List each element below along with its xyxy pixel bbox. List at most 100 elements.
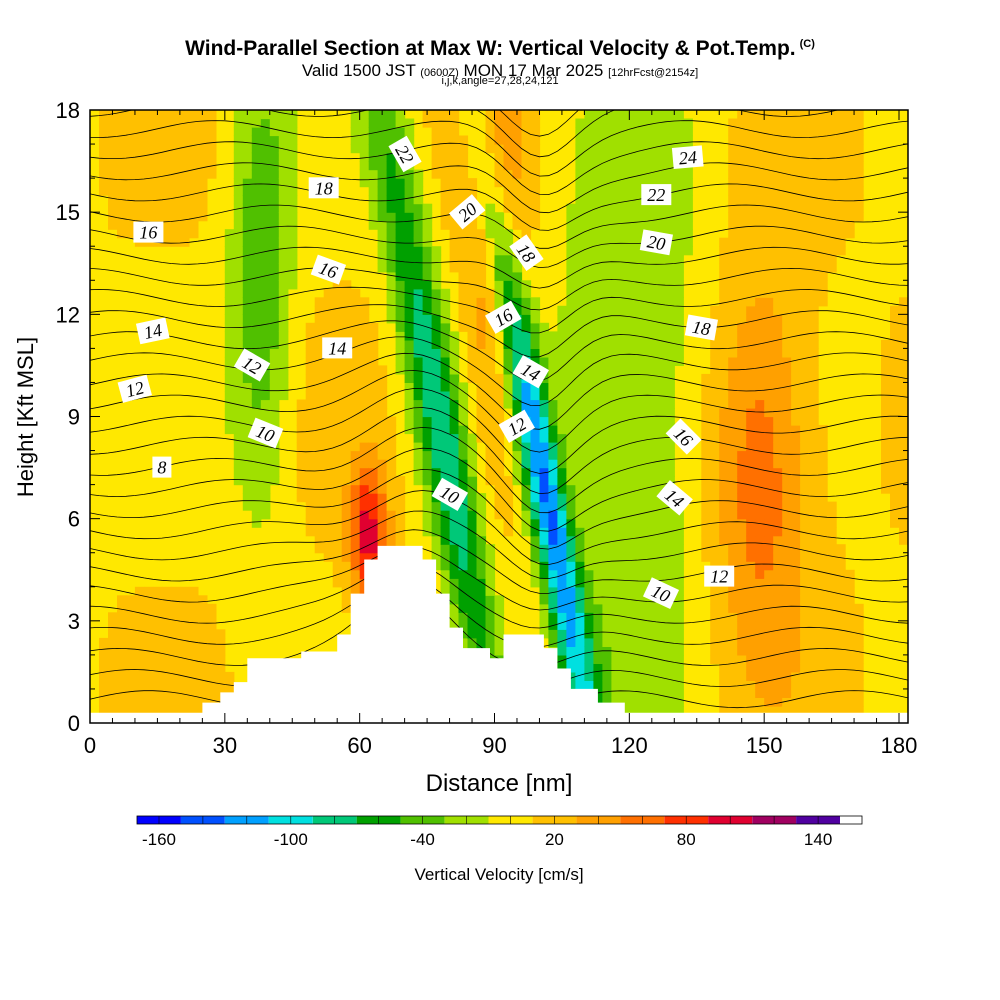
- w-cell: [197, 688, 208, 698]
- w-cell: [611, 118, 621, 128]
- w-cell: [791, 144, 801, 154]
- w-cell: [323, 544, 334, 554]
- w-cell: [251, 450, 262, 460]
- w-cell: [126, 654, 136, 664]
- w-cell: [395, 331, 406, 341]
- w-cell: [341, 433, 352, 443]
- w-cell: [377, 518, 388, 528]
- w-cell: [161, 688, 172, 698]
- w-cell: [638, 527, 648, 537]
- w-cell: [575, 484, 585, 494]
- w-cell: [350, 297, 361, 307]
- w-cell: [800, 110, 810, 120]
- w-cell: [350, 305, 361, 315]
- w-cell: [719, 459, 729, 469]
- w-cell: [539, 484, 550, 494]
- w-cell: [665, 212, 675, 222]
- w-cell: [764, 254, 774, 264]
- w-cell: [494, 425, 505, 435]
- w-cell: [575, 493, 585, 503]
- w-cell: [134, 110, 145, 120]
- w-cell: [701, 442, 711, 452]
- w-cell: [710, 552, 720, 562]
- w-cell: [764, 535, 774, 545]
- w-cell: [377, 186, 388, 196]
- w-cell: [809, 629, 819, 639]
- w-cell: [260, 212, 271, 222]
- w-cell: [854, 620, 864, 630]
- w-cell: [782, 127, 792, 137]
- w-cell: [126, 706, 136, 716]
- w-cell: [890, 314, 900, 324]
- w-cell: [800, 365, 810, 375]
- w-cell: [377, 408, 388, 418]
- w-cell: [800, 331, 810, 341]
- w-cell: [422, 391, 433, 401]
- w-cell: [710, 433, 720, 443]
- w-cell: [755, 314, 765, 324]
- w-cell: [593, 620, 603, 630]
- w-cell: [278, 178, 289, 188]
- w-cell: [638, 671, 648, 681]
- w-cell: [386, 297, 397, 307]
- w-cell: [467, 510, 478, 520]
- w-cell: [323, 484, 334, 494]
- w-cell: [773, 127, 783, 137]
- colorbar-tick-label: -40: [410, 830, 435, 849]
- w-cell: [530, 535, 541, 545]
- w-cell: [251, 408, 262, 418]
- w-cell: [467, 612, 478, 622]
- w-cell: [575, 322, 585, 332]
- w-cell: [647, 416, 657, 426]
- w-cell: [152, 195, 163, 205]
- w-cell: [188, 161, 199, 171]
- w-cell: [197, 203, 208, 213]
- w-cell: [575, 203, 585, 213]
- w-cell: [368, 433, 379, 443]
- w-cell: [791, 408, 801, 418]
- w-cell: [755, 348, 765, 358]
- w-cell: [179, 161, 190, 171]
- w-cell: [827, 595, 837, 605]
- w-cell: [755, 382, 765, 392]
- w-cell: [485, 433, 496, 443]
- w-cell: [899, 459, 908, 469]
- w-cell: [647, 212, 657, 222]
- w-cell: [827, 646, 837, 656]
- w-cell: [386, 476, 397, 486]
- w-cell: [512, 118, 523, 128]
- w-cell: [108, 654, 118, 664]
- w-cell: [350, 356, 361, 366]
- w-cell: [395, 510, 406, 520]
- w-cell: [108, 637, 118, 647]
- w-cell: [638, 382, 648, 392]
- w-cell: [773, 535, 783, 545]
- w-cell: [566, 314, 576, 324]
- w-cell: [458, 254, 469, 264]
- w-cell: [251, 382, 262, 392]
- theta-label-text: 14: [328, 338, 346, 358]
- w-cell: [566, 654, 576, 664]
- w-cell: [521, 314, 532, 324]
- w-cell: [665, 433, 675, 443]
- w-cell: [746, 203, 756, 213]
- w-cell: [800, 442, 810, 452]
- w-cell: [512, 169, 523, 179]
- w-cell: [242, 322, 253, 332]
- w-cell: [521, 229, 532, 239]
- w-cell: [359, 161, 370, 171]
- w-cell: [530, 186, 541, 196]
- w-cell: [530, 459, 541, 469]
- w-cell: [620, 110, 630, 120]
- w-cell: [260, 288, 271, 298]
- w-cell: [665, 697, 675, 707]
- w-cell: [278, 254, 289, 264]
- w-cell: [503, 195, 514, 205]
- w-cell: [449, 391, 460, 401]
- w-cell: [260, 391, 271, 401]
- w-cell: [458, 382, 469, 392]
- w-cell: [791, 518, 801, 528]
- w-cell: [395, 476, 406, 486]
- w-cell: [629, 603, 639, 613]
- w-cell: [386, 433, 397, 443]
